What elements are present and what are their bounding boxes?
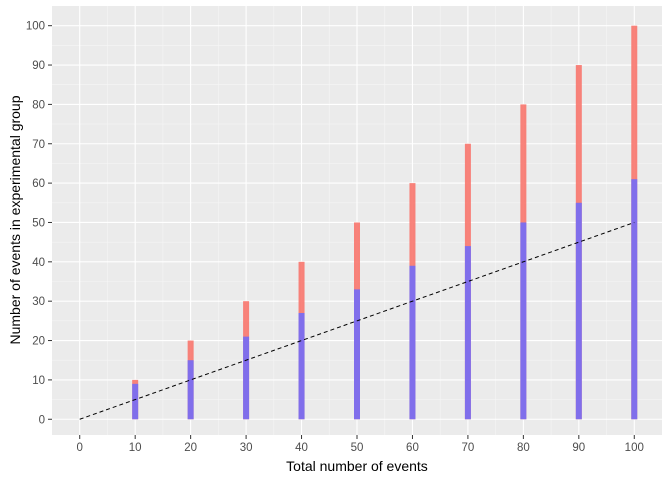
bar-experimental <box>132 383 139 420</box>
y-tick-label: 40 <box>32 257 45 269</box>
x-tick-label: 90 <box>572 442 585 454</box>
y-tick-label: 70 <box>32 139 45 151</box>
bar-experimental <box>298 312 305 420</box>
reference-line-layer <box>79 221 635 420</box>
reference-line <box>79 221 635 420</box>
bar-experimental <box>520 222 527 420</box>
y-tick-label: 50 <box>32 217 45 229</box>
bar-experimental <box>409 265 416 420</box>
grid-layer <box>52 6 662 435</box>
y-tick-label: 0 <box>39 414 45 426</box>
x-tick-label: 0 <box>77 442 83 454</box>
x-tick-label: 60 <box>406 442 419 454</box>
y-tick-label: 60 <box>32 178 45 190</box>
x-tick-label: 100 <box>625 442 644 454</box>
x-tick-label: 30 <box>240 442 253 454</box>
y-tick-label: 30 <box>32 296 45 308</box>
y-tick-label: 90 <box>32 60 45 72</box>
y-axis-title: Number of events in experimental group <box>7 95 23 344</box>
axis-layer: 0 10 20 30 40 50 60 70 80 90 100 0 10 20 30 40 50 60 70 80 9… <box>26 21 644 454</box>
y-tick-label: 100 <box>26 21 45 33</box>
bar-experimental <box>243 336 250 420</box>
bar-experimental <box>575 202 582 420</box>
x-tick-label: 80 <box>517 442 530 454</box>
bar-experimental <box>354 289 360 420</box>
x-axis-title: Total number of events <box>286 458 428 474</box>
x-tick-label: 50 <box>351 442 364 454</box>
bar-experimental <box>631 179 638 420</box>
x-tick-label: 40 <box>295 442 308 454</box>
y-tick-label: 80 <box>32 99 45 111</box>
bar-experimental <box>187 360 194 420</box>
y-tick-label: 10 <box>32 375 45 387</box>
x-tick-label: 20 <box>184 442 197 454</box>
bar-experimental <box>464 246 471 420</box>
y-tick-label: 20 <box>32 336 45 348</box>
x-tick-label: 70 <box>462 442 475 454</box>
x-tick-label: 10 <box>129 442 142 454</box>
